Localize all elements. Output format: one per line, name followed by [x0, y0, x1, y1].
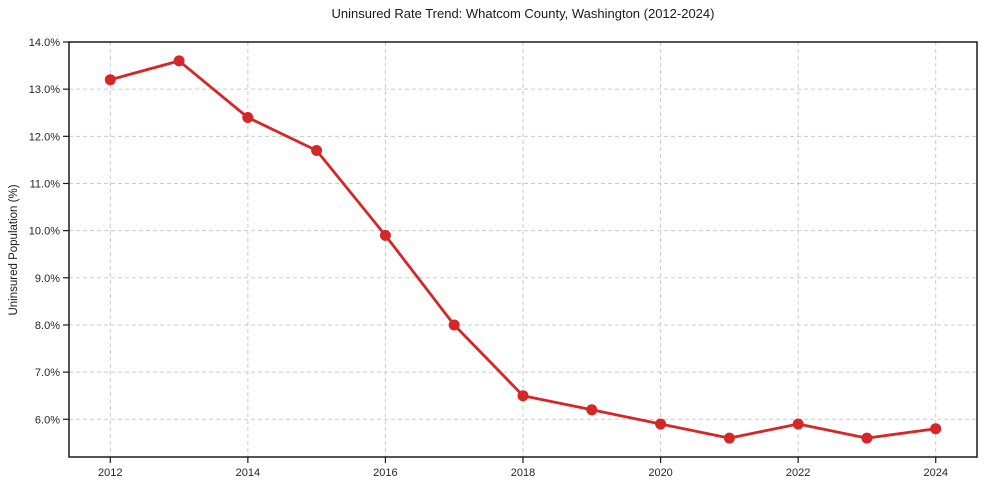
data-point-2021	[723, 432, 735, 444]
y-tick-label-8: 8.0%	[35, 320, 60, 332]
x-tick-label-2012: 2012	[98, 467, 122, 479]
x-tick-label-2018: 2018	[511, 467, 535, 479]
data-point-2020	[655, 418, 667, 430]
data-point-2017	[448, 319, 460, 331]
x-tick-label-2024: 2024	[923, 467, 947, 479]
y-tick-label-6: 6.0%	[35, 414, 60, 426]
data-point-2024	[930, 423, 942, 435]
data-point-2014	[242, 112, 254, 123]
y-tick-label-13: 13.0%	[29, 84, 60, 96]
x-tick-label-2014: 2014	[236, 467, 260, 479]
data-point-2023	[861, 432, 873, 444]
data-point-2018	[517, 390, 529, 402]
data-point-2013	[173, 55, 185, 67]
data-point-2022	[792, 418, 804, 430]
data-point-2019	[586, 404, 598, 416]
x-tick-label-2016: 2016	[373, 467, 397, 479]
data-point-2012	[104, 74, 116, 86]
x-tick-label-2020: 2020	[648, 467, 672, 479]
data-point-2015	[311, 145, 323, 156]
y-tick-label-9: 9.0%	[35, 273, 60, 285]
y-tick-label-7: 7.0%	[35, 367, 60, 379]
y-tick-label-10: 10.0%	[29, 226, 60, 238]
y-tick-label-11: 11.0%	[30, 178, 61, 190]
chart-title: Uninsured Rate Trend: Whatcom County, Wa…	[331, 6, 715, 21]
x-tick-label-2022: 2022	[786, 467, 810, 479]
data-point-2016	[379, 229, 391, 241]
y-tick-label-12: 12.0%	[29, 131, 60, 143]
y-tick-label-14: 14.0%	[29, 37, 60, 49]
